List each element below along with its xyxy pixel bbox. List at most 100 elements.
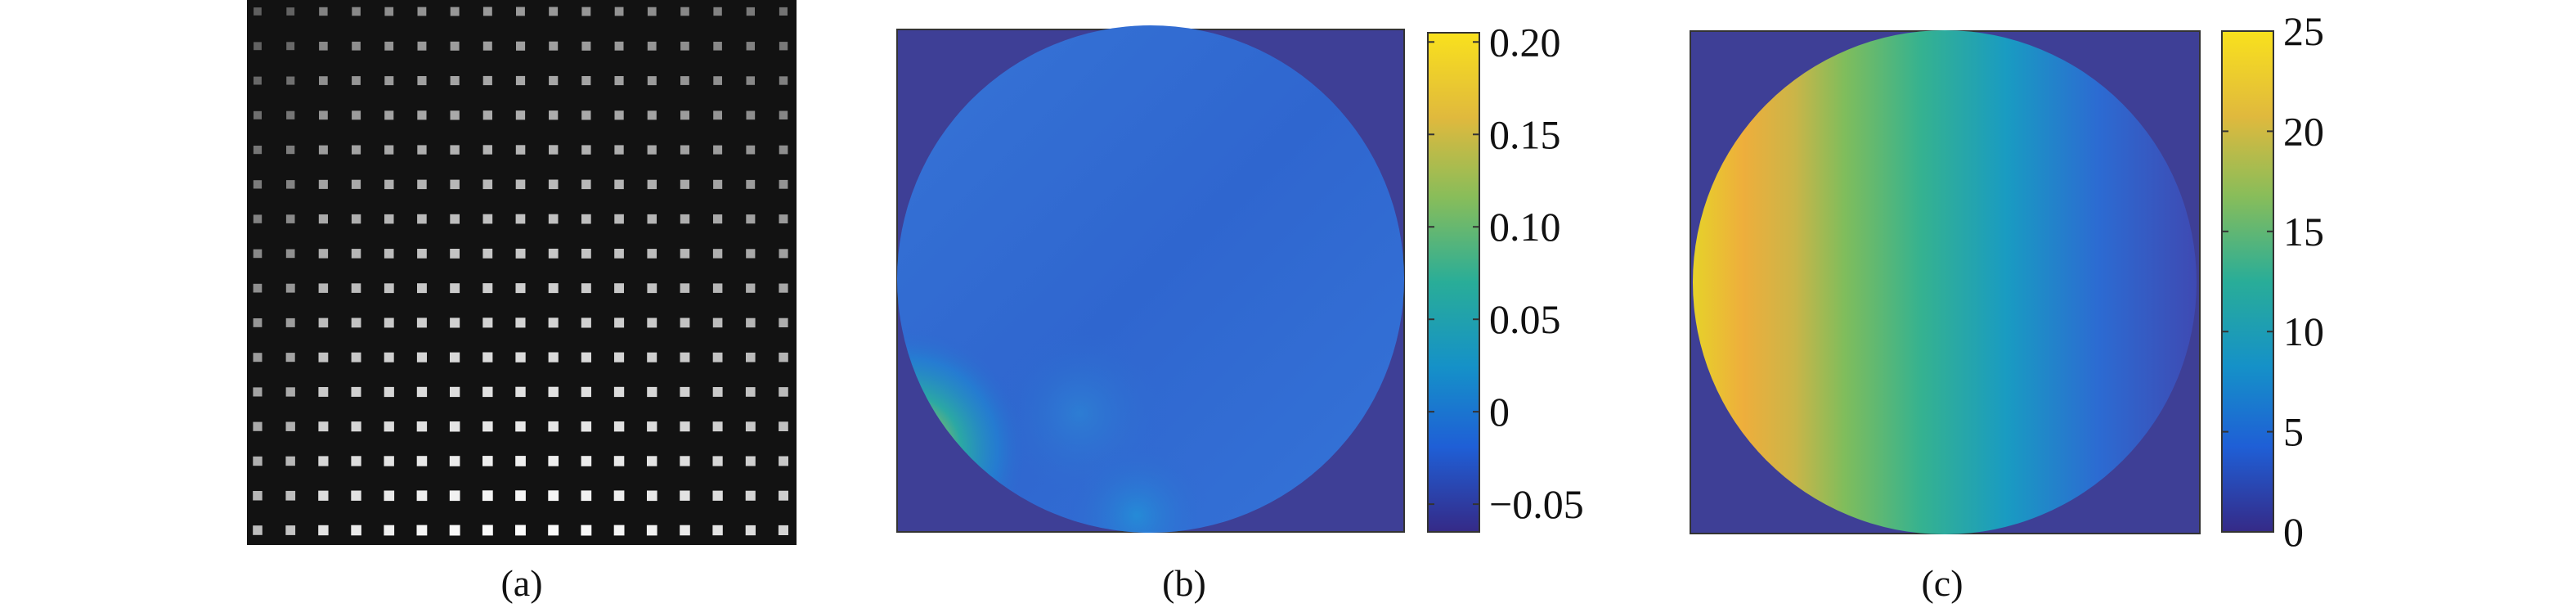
spot [713, 7, 722, 16]
colorbar-tick-label: −0.05 [1489, 481, 1584, 527]
spot [417, 76, 427, 86]
spot [746, 214, 756, 224]
spot [581, 283, 591, 294]
caption-a: (a) [500, 562, 542, 604]
spot [384, 179, 394, 190]
spot [416, 318, 427, 328]
spot [318, 318, 329, 328]
spot [318, 456, 329, 466]
spot [646, 525, 657, 536]
colorbar-tick-label: 10 [2283, 309, 2324, 354]
spot [450, 7, 460, 16]
map-b-disk [897, 25, 1404, 533]
spot [318, 525, 329, 536]
colorbar-tick-label: 15 [2283, 209, 2324, 254]
spot [482, 421, 493, 432]
spot [614, 7, 624, 16]
spot [318, 249, 329, 259]
spot [285, 525, 296, 535]
spot [647, 318, 657, 328]
spot [417, 214, 427, 224]
spot [746, 145, 756, 155]
spot [680, 386, 690, 397]
spot [779, 352, 788, 363]
spot [745, 490, 756, 501]
spot [647, 7, 657, 16]
spot [286, 110, 295, 119]
spot [746, 7, 755, 16]
spot [351, 249, 361, 259]
spot [285, 283, 295, 293]
spot [351, 386, 361, 397]
spot [548, 352, 559, 363]
spot [515, 318, 526, 328]
colorbar-tick-label: 0.20 [1489, 19, 1561, 65]
spot [416, 421, 428, 432]
spot [779, 490, 788, 501]
spot [779, 249, 788, 259]
spot [680, 352, 690, 363]
spot [712, 387, 723, 397]
spot [352, 145, 361, 155]
spot [482, 75, 492, 86]
panel-a: (a) [247, 0, 797, 604]
spot [285, 214, 295, 223]
spot [745, 387, 756, 397]
spot [482, 283, 493, 294]
spot [515, 214, 526, 224]
spot [712, 490, 723, 501]
spot [450, 145, 460, 155]
colorbar-b-ticks: 0.20 0.15 0.10 0.05 0 −0.05 [1428, 19, 1584, 527]
spot [746, 249, 756, 259]
spot [647, 110, 657, 120]
spot [712, 249, 723, 259]
spot [614, 283, 624, 294]
spot [482, 352, 493, 363]
spot [482, 248, 493, 259]
spot [581, 456, 592, 466]
spot [285, 249, 295, 259]
colorbar-tick-label: 0 [2283, 509, 2304, 555]
spot [613, 386, 625, 398]
spot [581, 214, 591, 224]
spot [254, 76, 262, 85]
spot [384, 249, 394, 259]
spot [745, 525, 756, 536]
spot [548, 525, 559, 536]
spot [746, 76, 755, 85]
spot [680, 283, 690, 293]
spot [713, 42, 722, 51]
spot [779, 76, 788, 85]
spot [680, 249, 690, 259]
spot [713, 110, 722, 120]
spot [746, 179, 756, 189]
spot [482, 490, 493, 502]
spot [384, 352, 394, 363]
spot [680, 110, 689, 120]
spot [515, 75, 526, 86]
colorbar-c [2221, 30, 2274, 533]
spot [384, 490, 395, 502]
spot [779, 214, 788, 223]
spot [515, 283, 526, 294]
spot [680, 318, 690, 328]
spot [647, 214, 657, 224]
spot [713, 145, 723, 155]
spot [417, 145, 427, 155]
spot [779, 318, 788, 327]
spot [254, 7, 262, 16]
panel-c: 25 20 15 10 5 0 (c) [1690, 8, 2324, 604]
spot [779, 179, 788, 189]
spot [253, 180, 263, 189]
spot [581, 249, 591, 259]
spot [548, 283, 559, 294]
spot [449, 490, 460, 502]
spot [581, 145, 591, 155]
spot [318, 387, 329, 397]
spot [614, 249, 624, 259]
spot [647, 456, 657, 466]
spot [548, 214, 559, 224]
spot [285, 387, 295, 397]
spot [416, 490, 428, 502]
spot [482, 41, 492, 51]
